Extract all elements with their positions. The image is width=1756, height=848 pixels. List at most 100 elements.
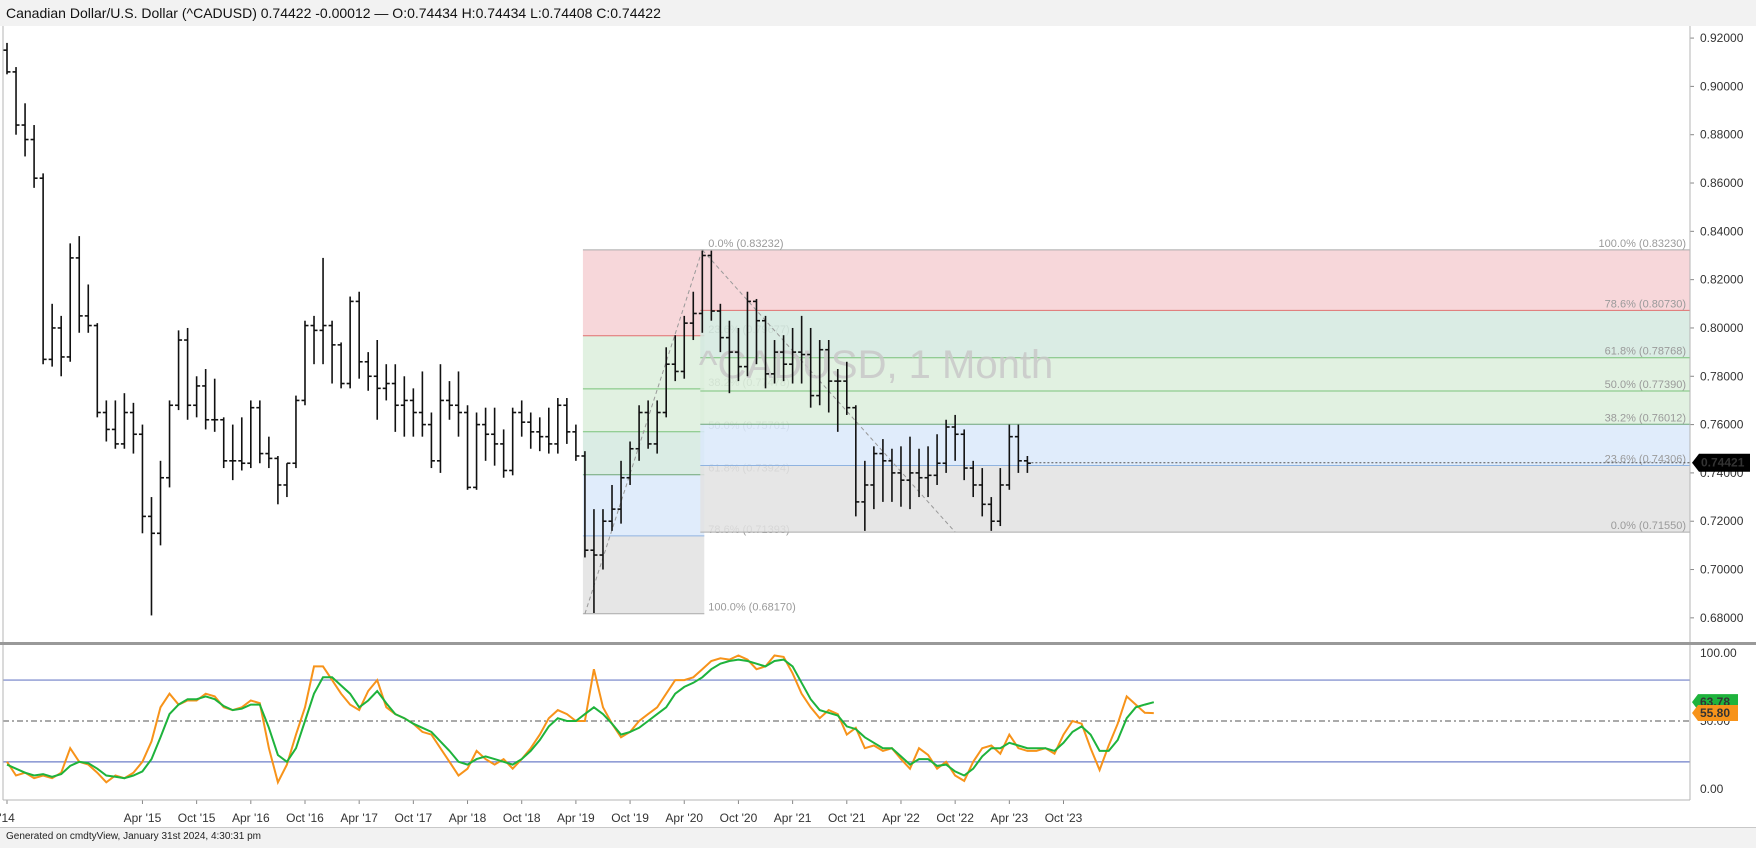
ohlc-bar (635, 405, 643, 461)
ohlc-bar (861, 460, 869, 531)
ohlc-bar (310, 315, 318, 365)
fib-zone (700, 391, 1690, 425)
ohlc-bar (951, 414, 959, 461)
ohlc-bar (157, 460, 165, 546)
fib-level-label: 0.0% (0.71550) (1611, 520, 1686, 532)
price-tick-label: 0.92000 (1700, 31, 1744, 45)
price-tick-label: 0.78000 (1700, 369, 1744, 383)
fib-zone (700, 424, 1690, 466)
price-tick-label: 0.90000 (1700, 79, 1744, 93)
ohlc-bar (382, 364, 390, 401)
ohlc-bar (175, 330, 183, 411)
fib-zone (700, 310, 1690, 358)
ohlc-bar (193, 376, 201, 418)
ohlc-bar (644, 400, 652, 449)
ohlc-bar (581, 451, 589, 558)
fib-level-label: 50.0% (0.77390) (1605, 379, 1686, 391)
fib-zone (582, 535, 705, 614)
fib-level-label: 0.0% (0.83232) (708, 238, 783, 250)
ohlc-bar (48, 303, 56, 367)
ohlc-bar (1005, 424, 1013, 490)
last-price-label: 0.74421 (1701, 456, 1745, 470)
ohlc-bar (491, 407, 499, 466)
ohlc-bar (527, 412, 535, 449)
ohlc-bar (21, 103, 29, 157)
ohlc-bar (825, 340, 833, 413)
time-tick-label: Oct '22 (936, 811, 974, 825)
chart-canvas[interactable]: 0.0% (0.83232)23.6% (0.79677)38.2% (0.77… (0, 26, 1756, 827)
ohlc-bar (798, 315, 806, 384)
ohlc-bar (66, 243, 74, 362)
time-tick-label: Oct '15 (178, 811, 216, 825)
ohlc-bar (30, 125, 38, 188)
ohlc-bar (1014, 424, 1022, 473)
ohlc-bar (518, 400, 526, 437)
fib-level-label: 100.0% (0.68170) (708, 602, 795, 614)
time-tick-label: Apr '16 (232, 811, 270, 825)
ohlc-bar (680, 315, 688, 379)
time-tick-label: Apr '15 (124, 811, 162, 825)
ohlc-bar (400, 376, 408, 437)
ohlc-bar (960, 429, 968, 481)
oscillator-tick-label: 0.00 (1700, 782, 1724, 796)
time-axis: '14 Apr '15 Oct '15 Apr '16 Oct '16 Apr '17 Oc… (0, 800, 1083, 825)
price-tick-label: 0.88000 (1700, 128, 1744, 142)
ohlc-bar (500, 429, 508, 478)
ohlc-bar (771, 340, 779, 384)
ohlc-bar (807, 327, 815, 408)
ohlc-bar (84, 284, 92, 333)
ohlc-bar (283, 462, 291, 498)
ohlc-bar (39, 173, 47, 365)
fib-zone (700, 249, 1690, 311)
time-tick-label: Apr '18 (449, 811, 487, 825)
time-tick-label: Oct '19 (611, 811, 649, 825)
price-tick-label: 0.80000 (1700, 321, 1744, 335)
fib-level-label: 38.2% (0.76012) (1605, 412, 1686, 424)
fib-zone (700, 357, 1690, 392)
ohlc-bar (3, 42, 11, 75)
oscillator-tick-label: 100.00 (1700, 646, 1737, 660)
ohlc-bar (554, 398, 562, 454)
time-tick-label: Oct '17 (395, 811, 433, 825)
ohlc-bar (734, 327, 742, 382)
ohlc-bar (933, 434, 941, 485)
ohlc-bar (743, 291, 751, 377)
ohlc-bar (256, 400, 264, 464)
time-tick-label: Oct '16 (286, 811, 324, 825)
ohlc-bar (111, 400, 119, 449)
ohlc-bar (229, 424, 237, 481)
price-tick-label: 0.86000 (1700, 176, 1744, 190)
ohlc-bar (915, 448, 923, 498)
ohlc-bar (473, 412, 481, 490)
ohlc-bar (292, 395, 300, 469)
price-tick-label: 0.70000 (1700, 563, 1744, 577)
ohlc-bar (120, 393, 128, 449)
time-tick-label: Oct '23 (1045, 811, 1083, 825)
ohlc-bar (608, 484, 616, 531)
ohlc-bar (12, 67, 20, 135)
stochastic-k-value-badge (1692, 705, 1738, 722)
ohlc-bar (707, 250, 715, 321)
ohlc-bar (906, 436, 914, 510)
price-tick-label: 0.76000 (1700, 418, 1744, 432)
price-bars (3, 42, 1031, 616)
ohlc-bar (780, 335, 788, 382)
ohlc-bar (879, 439, 887, 502)
ohlc-bar (301, 320, 309, 406)
price-axis: 0.92000 0.90000 0.88000 0.86000 0.84000 0.820… (1027, 31, 1750, 625)
ohlc-bar (789, 327, 797, 384)
ohlc-bar (590, 509, 598, 614)
chart-watermark: ^CADUSD, 1 Month (699, 343, 1053, 387)
ohlc-bar (716, 303, 724, 353)
price-tick-label: 0.68000 (1700, 611, 1744, 625)
ohlc-bar (319, 257, 327, 365)
fib-zone (582, 431, 705, 475)
ohlc-bar (987, 497, 995, 531)
chart-frame (0, 26, 1756, 801)
time-tick-label: Apr '20 (665, 811, 703, 825)
ohlc-bar (418, 371, 426, 437)
ohlc-bar (816, 340, 824, 406)
ohlc-bar (220, 417, 228, 469)
ohlc-bar (436, 364, 444, 473)
